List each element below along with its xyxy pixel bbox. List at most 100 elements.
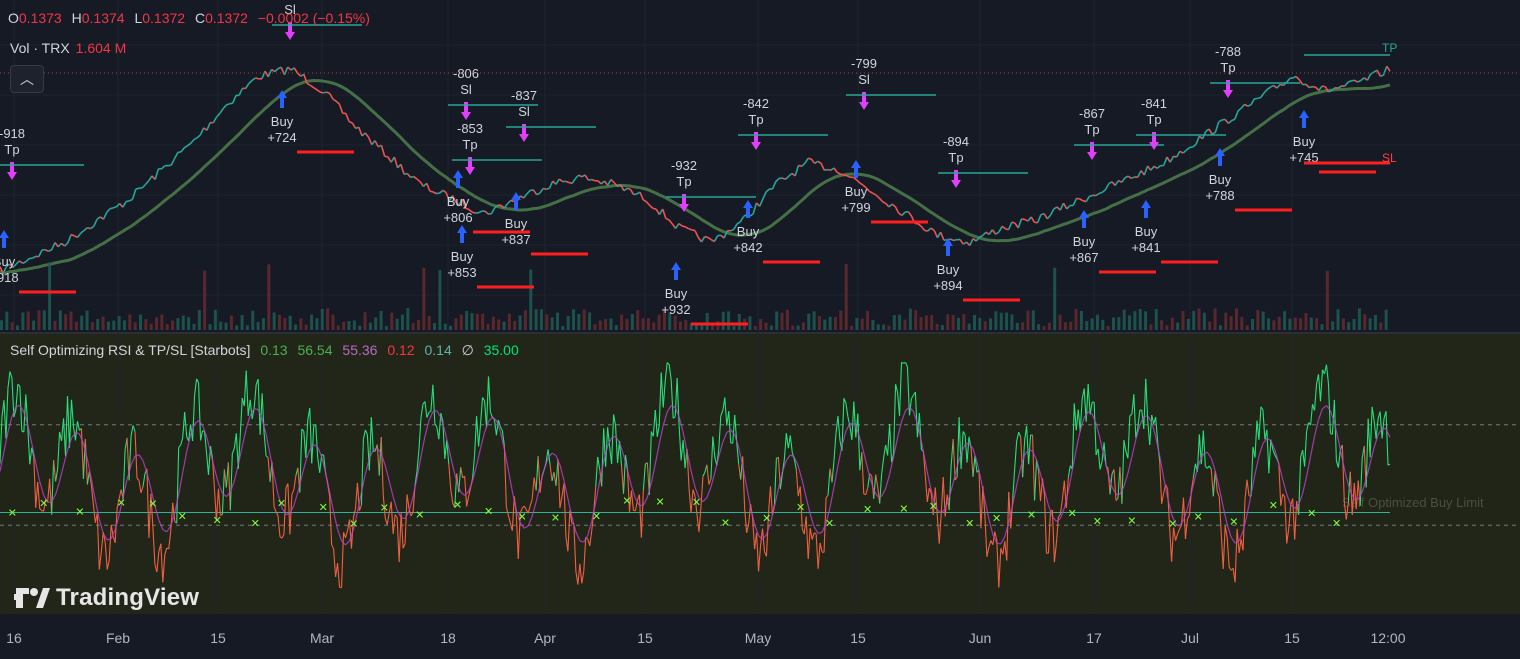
buy-signal-x-icon: ✕ — [762, 513, 771, 525]
volume-bar — [1304, 313, 1307, 330]
volume-bar — [278, 315, 281, 330]
high-value: 0.1374 — [82, 10, 125, 26]
volume-bar — [1363, 314, 1366, 330]
buy-label-7: Buy — [845, 184, 868, 199]
buy-pnl-2: +806 — [443, 210, 472, 225]
volume-bar — [887, 326, 890, 330]
volume-bar — [775, 311, 778, 330]
volume-bar — [187, 317, 190, 330]
volume-bar — [684, 320, 687, 330]
volume-bar — [572, 309, 575, 330]
volume-bar — [390, 313, 393, 330]
time-axis-label-3: Mar — [310, 630, 334, 646]
price-segment — [323, 92, 326, 93]
exit-kind-2: Sl — [460, 82, 472, 97]
volume-bar — [642, 318, 645, 330]
buy-pnl-8: +894 — [933, 278, 962, 293]
volume-bar — [1037, 324, 1040, 330]
volume-bar — [118, 316, 121, 330]
buy-signal-x-icon: ✕ — [721, 518, 730, 530]
volume-bar — [497, 319, 500, 330]
buy-signal-x-icon: ✕ — [178, 511, 187, 523]
volume-label: Vol · TRX — [10, 40, 70, 56]
buy-signal-x-icon: ✕ — [1068, 508, 1077, 520]
volume-bar — [48, 262, 51, 330]
volume-bar — [182, 316, 185, 330]
volume-bar — [599, 321, 602, 330]
volume-bar — [1133, 311, 1136, 330]
volume-bar — [952, 315, 955, 330]
change-value: −0.0002 (−0.15%) — [258, 10, 370, 26]
price-segment — [588, 180, 591, 181]
buy-label-4: Buy — [505, 216, 528, 231]
buy-label-2: Buy — [447, 194, 470, 209]
volume-bar — [27, 311, 30, 330]
volume-bar — [535, 309, 538, 330]
volume-bar — [134, 322, 137, 330]
buy-signal-x-icon: ✕ — [1332, 518, 1341, 530]
volume-bar — [176, 318, 179, 330]
buy-label-5: Buy — [665, 286, 688, 301]
volume-bar — [1347, 322, 1350, 330]
volume-bar — [503, 322, 506, 330]
buy-signal-x-icon: ✕ — [380, 503, 389, 515]
buy-signal-x-icon: ✕ — [1093, 516, 1102, 528]
volume-bar — [1075, 309, 1078, 330]
volume-bar — [225, 323, 228, 330]
price-segment — [627, 188, 630, 189]
buy-pnl-7: +799 — [841, 200, 870, 215]
volume-bar — [1278, 317, 1281, 330]
volume-bar — [556, 313, 559, 330]
price-segment — [87, 228, 90, 229]
time-axis-label-7: May — [745, 630, 771, 646]
volume-bar — [374, 317, 377, 330]
volume-bar — [454, 318, 457, 330]
volume-bar — [722, 312, 725, 330]
volume-bar — [1256, 310, 1259, 330]
indicator-legend[interactable]: Self Optimizing RSI & TP/SL [Starbots] 0… — [10, 342, 525, 359]
volume-bar — [946, 314, 949, 330]
volume-bar — [604, 319, 607, 330]
tradingview-logo[interactable]: TradingView — [14, 584, 199, 612]
volume-bar — [385, 326, 388, 330]
price-segment — [798, 165, 801, 166]
buy-signal-x-icon: ✕ — [148, 499, 157, 511]
volume-bar — [444, 324, 447, 330]
collapse-legend-button[interactable]: ︿ — [10, 65, 44, 93]
volume-bar — [209, 324, 212, 330]
buy-label-0: Buy — [0, 254, 16, 269]
volume-bar — [786, 310, 789, 330]
volume-bar — [1091, 318, 1094, 330]
volume-bar — [631, 314, 634, 330]
volume-bar — [1069, 322, 1072, 330]
buy-signal-x-icon: ✕ — [1194, 511, 1203, 523]
volume-bar — [738, 314, 741, 330]
volume-bar — [470, 313, 473, 330]
volume-bar — [16, 325, 19, 330]
buy-signal-x-icon: ✕ — [1307, 508, 1316, 520]
buy-pnl-6: +842 — [733, 240, 762, 255]
volume-bar — [438, 270, 441, 330]
volume-bar — [476, 314, 479, 330]
buy-signal-x-icon: ✕ — [899, 503, 908, 515]
buy-pnl-3: +853 — [447, 265, 476, 280]
price-segment — [511, 200, 514, 201]
volume-bar — [401, 315, 404, 330]
volume-bar — [551, 317, 554, 330]
volume-bar — [861, 319, 864, 330]
time-axis-label-1: Feb — [106, 630, 130, 646]
exit-value-7: -799 — [851, 56, 877, 71]
volume-bar — [807, 314, 810, 330]
volume-bar — [1064, 322, 1067, 330]
time-axis-label-2: 15 — [210, 630, 226, 646]
volume-bar — [1032, 310, 1035, 330]
time-axis-label-10: 17 — [1086, 630, 1102, 646]
volume-bar — [1283, 311, 1286, 330]
volume-bar — [754, 326, 757, 330]
price-segment — [828, 170, 831, 171]
exit-kind-3: Tp — [462, 137, 477, 152]
buy-label-3: Buy — [451, 249, 474, 264]
